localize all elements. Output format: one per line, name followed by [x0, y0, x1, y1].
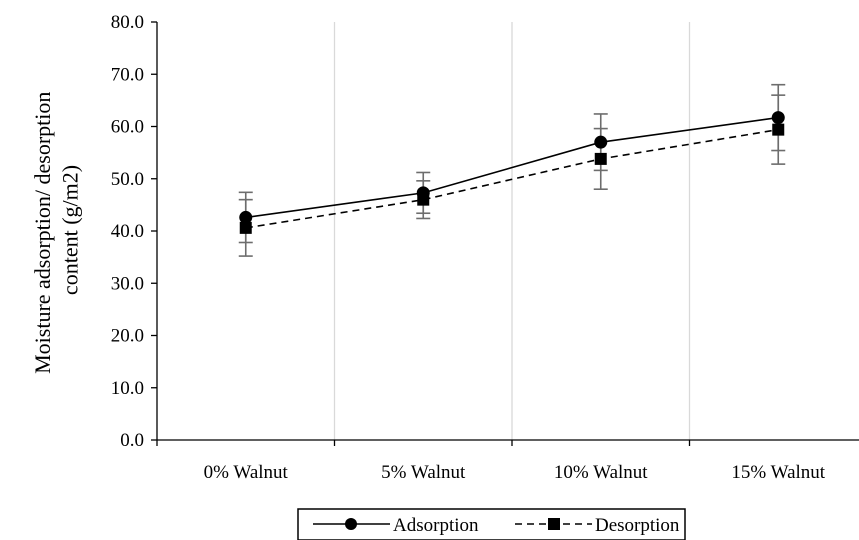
- axis-layer: [151, 21, 859, 446]
- y-tick-label: 20.0: [111, 326, 144, 347]
- legend-adsorption-label: Adsorption: [393, 515, 479, 536]
- adsorption-data-point: [771, 111, 785, 125]
- legend-desorption-marker: [548, 518, 560, 530]
- x-tick-label: 5% Walnut: [381, 462, 466, 483]
- legend-desorption-label: Desorption: [595, 515, 680, 536]
- y-tick-label: 0.0: [120, 430, 144, 451]
- y-tick-label: 70.0: [111, 64, 144, 85]
- y-axis-title-line-2: content (g/m2): [57, 165, 82, 295]
- desorption-data-point: [239, 221, 252, 234]
- y-axis-title: Moisture adsorption/ desorption content …: [30, 86, 83, 374]
- desorption-data-point: [417, 193, 430, 206]
- y-axis-title-line-1: Moisture adsorption/ desorption: [30, 92, 55, 374]
- y-tick-label: 30.0: [111, 273, 144, 294]
- x-tick-label: 0% Walnut: [204, 462, 289, 483]
- desorption-data-point: [772, 123, 785, 136]
- y-tick-labels: 0.0 10.0 20.0 30.0 40.0 50.0 60.0 70.0 80.0: [111, 12, 144, 451]
- adsorption-data-point: [239, 210, 253, 224]
- x-tick-label: 15% Walnut: [731, 462, 825, 483]
- x-tick-labels: 0% Walnut 5% Walnut 10% Walnut 15% Walnut: [204, 462, 826, 483]
- legend: Adsorption Desorption: [297, 508, 686, 540]
- y-tick-label: 40.0: [111, 221, 144, 242]
- desorption-data-point: [594, 152, 607, 165]
- adsorption-series-line: [245, 116, 779, 219]
- adsorption-data-point: [594, 135, 608, 149]
- legend-adsorption-marker: [345, 518, 357, 530]
- grid-layer: [333, 22, 691, 440]
- series-layer: [238, 83, 786, 257]
- y-tick-label: 80.0: [111, 12, 144, 33]
- desorption-series-line: [245, 128, 779, 229]
- x-tick-label: 10% Walnut: [554, 462, 648, 483]
- y-tick-label: 50.0: [111, 169, 144, 190]
- y-tick-label: 10.0: [111, 378, 144, 399]
- y-tick-label: 60.0: [111, 117, 144, 138]
